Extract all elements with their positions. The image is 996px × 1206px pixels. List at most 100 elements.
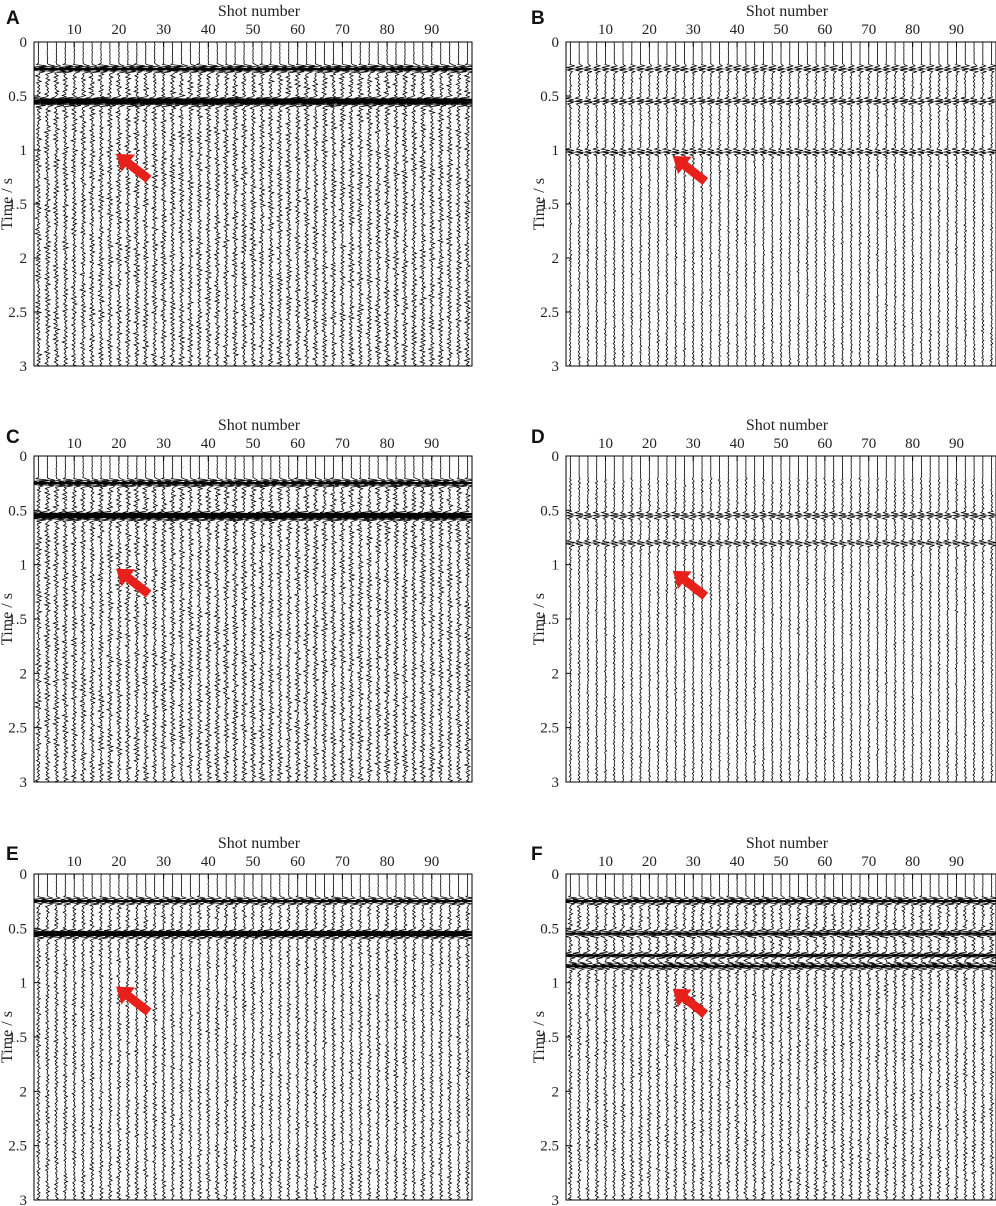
seismic-trace	[960, 456, 970, 782]
seismic-trace	[288, 874, 308, 1200]
seismic-trace	[609, 456, 619, 782]
seismic-trace	[829, 456, 838, 782]
seismic-trace	[661, 42, 672, 366]
seismic-trace	[758, 42, 768, 366]
seismic-trace	[741, 456, 751, 782]
seismic-trace	[237, 456, 269, 782]
seismic-trace	[617, 456, 627, 782]
seismic-trace	[811, 456, 821, 782]
seismic-trace	[138, 42, 172, 366]
x-tick-label: 60	[817, 436, 832, 452]
seismic-trace	[870, 874, 885, 1200]
seismic-trace	[573, 456, 584, 782]
seismic-trace	[257, 456, 286, 782]
seismic-trace	[768, 456, 777, 782]
seismic-trace	[802, 456, 813, 782]
x-tick-label: 90	[424, 22, 439, 38]
panel-letter: F	[531, 844, 543, 865]
x-tick-label: 40	[201, 854, 216, 870]
seismic-trace	[94, 456, 127, 782]
x-axis-title: Shot number	[746, 835, 829, 852]
seismic-trace	[942, 456, 952, 782]
x-tick-label: 10	[598, 22, 613, 38]
seismic-trace	[98, 874, 123, 1200]
seismic-trace	[653, 42, 664, 366]
seismic-trace	[36, 874, 61, 1200]
seismic-trace	[828, 42, 840, 366]
annotation-arrow	[116, 986, 152, 1016]
seismic-trace	[679, 456, 689, 782]
seismic-trace	[890, 456, 901, 782]
seismic-trace	[642, 874, 657, 1200]
seismic-trace	[130, 456, 162, 782]
seismic-trace	[730, 874, 744, 1200]
seismic-trace	[299, 42, 332, 366]
seismic-trace	[386, 874, 407, 1200]
seismic-trace	[168, 874, 194, 1200]
x-tick-label: 30	[686, 436, 701, 452]
seismic-trace	[77, 42, 109, 366]
seismic-trace	[661, 456, 672, 782]
x-tick-label: 20	[642, 22, 657, 38]
seismic-trace	[808, 874, 824, 1200]
seismic-trace	[942, 42, 952, 366]
seismic-trace	[418, 42, 446, 366]
panel-C: C Shot number Time / s 10 20 30 40 50 60 70 80 90 0 0…	[0, 417, 473, 791]
seismic-trace	[714, 42, 724, 366]
seismic-trace	[249, 456, 277, 782]
seismic-trace	[326, 42, 358, 366]
seismic-trace	[916, 42, 927, 366]
seismic-trace	[838, 456, 848, 782]
x-axis-title: Shot number	[218, 3, 301, 20]
seismic-trace	[445, 456, 472, 782]
seismic-trace	[454, 456, 472, 782]
seismic-trace	[986, 42, 996, 366]
seismic-trace	[607, 874, 622, 1200]
seismic-trace	[382, 42, 411, 366]
seismic-trace	[574, 42, 584, 366]
x-tick-label: 30	[156, 22, 171, 38]
seismic-trace	[175, 456, 208, 782]
seismic-trace	[292, 42, 322, 366]
seismic-trace	[925, 456, 935, 782]
annotation-arrow	[116, 568, 152, 598]
y-tick-label: 2	[20, 666, 28, 682]
seismic-trace	[776, 42, 787, 366]
trace-group	[566, 874, 996, 1200]
seismic-trace	[408, 42, 439, 366]
seismic-trace	[237, 42, 270, 366]
panel-letter: E	[6, 844, 19, 865]
seismic-trace	[77, 456, 108, 782]
seismic-trace	[696, 456, 707, 782]
seismic-trace	[677, 874, 692, 1200]
trace-group	[34, 456, 472, 782]
seismic-trace	[433, 456, 467, 782]
seismic-trace	[627, 42, 637, 366]
seismic-trace	[740, 42, 751, 366]
x-tick-label: 90	[949, 854, 964, 870]
seismic-trace	[117, 874, 140, 1200]
seismic-trace	[854, 874, 867, 1200]
panel-B: B Shot number Time / s 10 20 30 40 50 60 70 80 90 0 0…	[531, 3, 996, 375]
seismic-trace	[872, 42, 883, 366]
seismic-trace	[390, 42, 421, 366]
y-tick-label: 2	[20, 251, 28, 267]
seismic-trace	[324, 874, 344, 1200]
seismic-trace	[139, 456, 171, 782]
seismic-trace	[164, 456, 199, 782]
y-tick-label: 2.5	[540, 721, 559, 737]
x-tick-label: 90	[949, 436, 964, 452]
seismic-trace	[712, 874, 726, 1200]
seismic-trace	[633, 874, 648, 1200]
seismic-trace	[977, 42, 987, 366]
seismic-trace	[591, 42, 602, 366]
seismic-trace	[931, 874, 946, 1200]
seismic-trace	[429, 874, 454, 1200]
seismic-trace	[212, 42, 242, 366]
seismic-trace	[295, 874, 320, 1200]
panel-F: F Shot number Time / s 10 20 30 40 50 60 70 80 90 0 0…	[531, 835, 996, 1206]
seismic-trace	[686, 874, 700, 1200]
trace-group	[566, 42, 996, 366]
x-tick-label: 80	[380, 22, 395, 38]
